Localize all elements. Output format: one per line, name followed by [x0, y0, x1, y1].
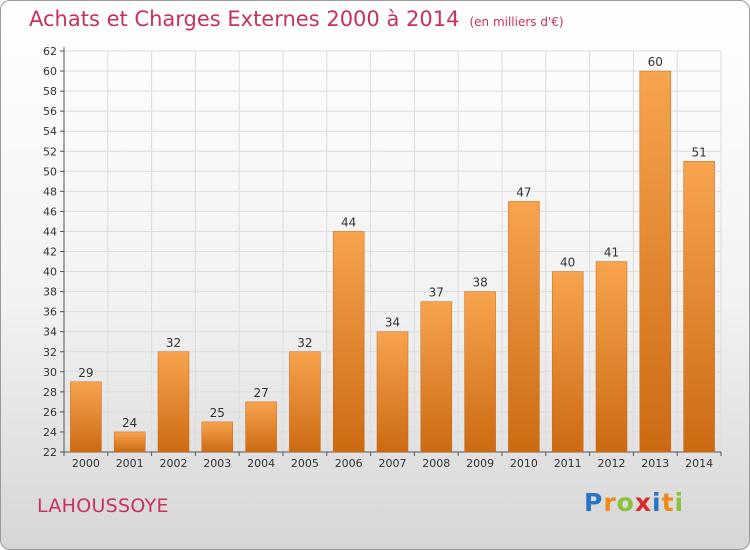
x-tick-label-2007: 2007	[379, 457, 407, 470]
data-label-2006: 44	[341, 215, 356, 229]
bar-2004	[245, 401, 277, 453]
y-tick-label: 32	[43, 346, 57, 359]
x-tick-label-2011: 2011	[554, 457, 582, 470]
x-tick-label-2003: 2003	[203, 457, 231, 470]
y-tick-label: 26	[43, 406, 57, 419]
bar-2005	[289, 351, 321, 453]
data-labels: 29 24 32 25 27 32 44 34 37 38 47 40 41 60 51	[78, 55, 706, 430]
bar-2002	[157, 351, 190, 453]
data-label-2004: 27	[253, 386, 268, 400]
y-tick-label: 40	[43, 266, 57, 279]
data-label-2003: 25	[210, 406, 225, 420]
chart-title: Achats et Charges Externes 2000 à 2014 (e…	[29, 7, 564, 31]
data-label-2007: 34	[385, 316, 400, 330]
x-tick-label-2005: 2005	[291, 457, 319, 470]
x-tick-label-2002: 2002	[160, 457, 188, 470]
x-tick-label-2006: 2006	[335, 457, 363, 470]
x-tick-label-2000: 2000	[72, 457, 100, 470]
x-tick-label-2013: 2013	[641, 457, 669, 470]
axes: 22 24 26 28 30 32 34 36 38 40 42 44 46 48 50 52 54 56 58 60…	[43, 45, 722, 470]
proxiti-logo: Proxiti	[584, 488, 684, 517]
bar-2001	[113, 431, 146, 453]
logo-letter: t	[661, 488, 675, 517]
y-tick-label: 38	[43, 286, 57, 299]
y-tick-label: 60	[43, 65, 57, 78]
y-tick-label: 52	[43, 145, 57, 158]
data-label-2002: 32	[166, 336, 181, 350]
data-label-2008: 37	[429, 286, 444, 300]
x-tick-label-2008: 2008	[422, 457, 450, 470]
y-tick-label: 22	[43, 446, 57, 459]
y-tick-label: 28	[43, 386, 57, 399]
bar-2013	[639, 70, 672, 453]
y-tick-label: 50	[43, 165, 57, 178]
logo-letter: i	[652, 488, 662, 517]
x-tick-label-2014: 2014	[685, 457, 713, 470]
y-tick-label: 30	[43, 366, 57, 379]
bar-2014	[683, 161, 715, 453]
chart-title-text: Achats et Charges Externes 2000 à 2014	[29, 7, 460, 31]
bar-2007	[376, 331, 409, 453]
logo-letter: o	[616, 488, 635, 517]
data-label-2014: 51	[691, 145, 706, 159]
data-label-2005: 32	[297, 336, 312, 350]
y-tick-label: 56	[43, 105, 57, 118]
bar-2010	[508, 201, 540, 453]
bar-2003	[201, 421, 234, 453]
y-tick-label: 42	[43, 246, 57, 259]
y-tick-label: 44	[43, 225, 57, 238]
logo-letter: i	[674, 488, 685, 517]
logo-letter: r	[603, 488, 617, 517]
data-label-2013: 60	[648, 55, 663, 69]
bar-2011	[551, 271, 584, 453]
chart-subtitle: (en milliers d'€)	[469, 15, 564, 29]
data-label-2012: 41	[604, 246, 619, 260]
bar-2008	[420, 301, 453, 453]
data-label-2010: 47	[516, 185, 531, 199]
x-tick-label-2009: 2009	[466, 457, 494, 470]
bar-2009	[464, 291, 496, 453]
x-tick-label-2001: 2001	[116, 457, 144, 470]
commune-name: LAHOUSSOYE	[37, 495, 169, 517]
x-tick-label-2004: 2004	[247, 457, 275, 470]
y-tick-label: 48	[43, 185, 57, 198]
bars	[70, 70, 715, 453]
y-tick-label: 34	[43, 326, 57, 339]
data-label-2009: 38	[472, 276, 487, 290]
y-tick-label: 46	[43, 205, 57, 218]
x-tick-label-2010: 2010	[510, 457, 538, 470]
data-label-2011: 40	[560, 256, 575, 270]
y-tick-label: 58	[43, 85, 57, 98]
data-label-2000: 29	[78, 366, 93, 380]
y-tick-label: 54	[43, 125, 57, 138]
bar-2006	[332, 231, 365, 453]
y-tick-label: 24	[43, 426, 57, 439]
bar-2000	[70, 381, 102, 453]
x-tick-label-2012: 2012	[598, 457, 626, 470]
logo-letter: x	[634, 488, 652, 517]
data-label-2001: 24	[122, 416, 137, 430]
logo-letter: P	[584, 488, 604, 517]
y-tick-label: 36	[43, 306, 57, 319]
bar-2012	[595, 261, 628, 453]
y-tick-label: 62	[43, 45, 57, 58]
